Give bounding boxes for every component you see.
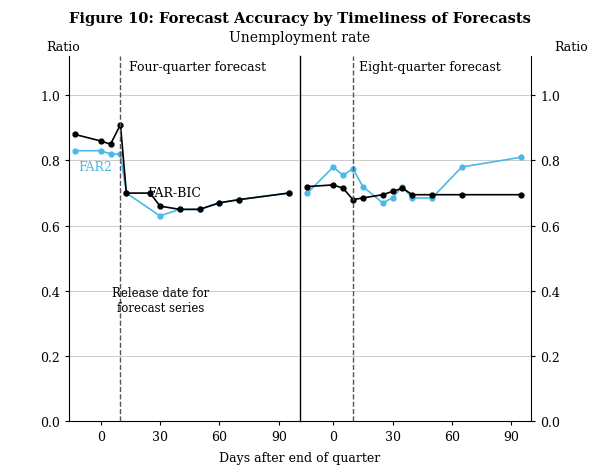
Text: Days after end of quarter: Days after end of quarter: [220, 451, 380, 464]
Text: Ratio: Ratio: [46, 40, 80, 53]
Text: Unemployment rate: Unemployment rate: [229, 31, 371, 45]
Text: Release date for
forecast series: Release date for forecast series: [112, 287, 209, 315]
Text: Eight-quarter forecast: Eight-quarter forecast: [359, 61, 501, 74]
Text: FAR2: FAR2: [78, 161, 112, 174]
Text: Figure 10: Forecast Accuracy by Timeliness of Forecasts: Figure 10: Forecast Accuracy by Timeline…: [69, 12, 531, 26]
Text: Four-quarter forecast: Four-quarter forecast: [129, 61, 266, 74]
Text: FAR-BIC: FAR-BIC: [147, 187, 201, 199]
Text: Ratio: Ratio: [554, 40, 588, 53]
